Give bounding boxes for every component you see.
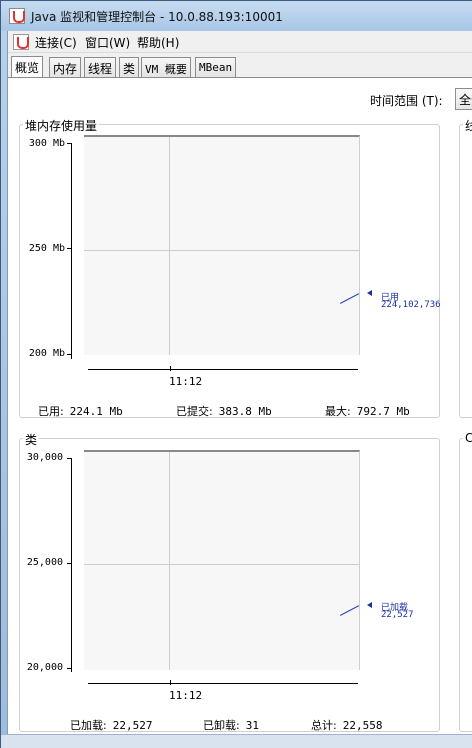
java-icon[interactable] bbox=[13, 34, 29, 50]
y-tick-label: 30,000 bbox=[19, 452, 63, 463]
grid-line bbox=[84, 564, 359, 565]
y-tick-label: 250 Mb bbox=[21, 243, 65, 254]
heap-used-marker bbox=[367, 290, 372, 296]
heap-max-stat: 最大: 792.7 Mb bbox=[325, 403, 410, 419]
window-title: Java 监视和管理控制台 - 10.0.88.193:10001 bbox=[31, 8, 283, 25]
y-tick bbox=[67, 354, 72, 355]
x-axis bbox=[88, 683, 358, 684]
classes-plot-area bbox=[84, 450, 360, 670]
heap-committed-stat: 已提交: 383.8 Mb bbox=[176, 403, 272, 419]
menu-connection[interactable]: 连接(C) bbox=[35, 34, 77, 51]
threads-panel-title: 线 bbox=[463, 117, 472, 134]
x-tick bbox=[170, 366, 171, 371]
classes-loaded-stat: 已加载: 22,527 bbox=[70, 717, 152, 733]
y-tick bbox=[67, 563, 72, 564]
classes-loaded-marker bbox=[367, 602, 372, 608]
cpu-panel-title: CI bbox=[463, 431, 472, 445]
y-axis bbox=[71, 458, 72, 672]
menu-window[interactable]: 窗口(W) bbox=[85, 34, 130, 51]
y-tick bbox=[67, 668, 72, 669]
heap-plot-area bbox=[84, 135, 360, 355]
y-tick-label: 25,000 bbox=[19, 557, 63, 568]
tab-classes[interactable]: 类 bbox=[119, 57, 139, 77]
classes-loaded-legend-value: 22,527 bbox=[381, 610, 414, 620]
java-icon bbox=[9, 8, 25, 24]
tab-mbean[interactable]: MBean bbox=[195, 57, 236, 77]
y-tick bbox=[67, 248, 72, 249]
grid-line bbox=[169, 452, 170, 670]
x-tick-label: 11:12 bbox=[169, 689, 202, 702]
y-tick-label: 300 Mb bbox=[21, 138, 65, 149]
cpu-panel bbox=[459, 438, 472, 732]
grid-line bbox=[169, 137, 170, 355]
x-axis bbox=[88, 369, 358, 370]
heap-memory-title: 堆内存使用量 bbox=[23, 117, 99, 134]
y-tick-label: 20,000 bbox=[19, 662, 63, 673]
x-tick-label: 11:12 bbox=[169, 375, 202, 388]
heap-used-stat: 已用: 224.1 Mb bbox=[38, 403, 123, 419]
tab-memory[interactable]: 内存 bbox=[49, 57, 81, 77]
menu-bar: 连接(C) 窗口(W) 帮助(H) bbox=[8, 31, 472, 53]
threads-panel bbox=[459, 124, 472, 418]
menu-help[interactable]: 帮助(H) bbox=[137, 34, 179, 51]
time-range-select[interactable]: 全部 bbox=[455, 88, 472, 110]
tab-vm-summary[interactable]: VM 概要 bbox=[141, 57, 191, 77]
y-axis bbox=[71, 143, 72, 359]
y-tick bbox=[67, 143, 72, 144]
grid-line bbox=[84, 250, 359, 251]
y-tick-label: 200 Mb bbox=[21, 348, 65, 359]
x-tick bbox=[170, 680, 171, 685]
title-bar[interactable]: Java 监视和管理控制台 - 10.0.88.193:10001 bbox=[1, 1, 472, 31]
classes-title: 类 bbox=[23, 431, 39, 448]
classes-unloaded-stat: 已卸载: 31 bbox=[203, 717, 259, 733]
heap-used-legend-value: 224,102,736 bbox=[381, 300, 441, 310]
time-range-label: 时间范围 (T): bbox=[370, 92, 443, 109]
classes-total-stat: 总计: 22,558 bbox=[311, 717, 382, 733]
tab-threads[interactable]: 线程 bbox=[84, 57, 116, 77]
tab-overview[interactable]: 概览 bbox=[11, 56, 43, 77]
horizontal-scrollbar[interactable] bbox=[1, 734, 472, 748]
y-tick bbox=[67, 458, 72, 459]
